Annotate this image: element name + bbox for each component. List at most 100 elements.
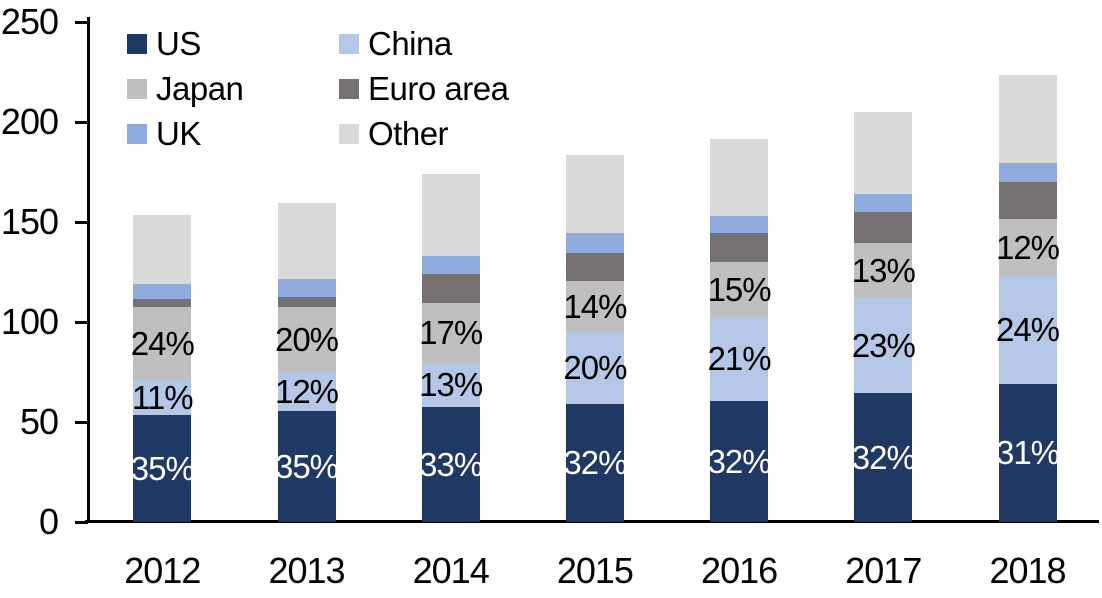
bar-segment-japan	[710, 262, 769, 317]
x-axis-year-label: 2015	[556, 550, 634, 591]
bar-segment-uk	[854, 194, 913, 212]
legend-label-uk: UK	[156, 115, 201, 152]
bar-segment-japan	[277, 307, 336, 372]
legend-label-euro-area: Euro area	[368, 70, 509, 107]
y-axis-tick-label: 0	[38, 501, 59, 542]
bar-segment-uk	[710, 216, 769, 233]
segment-label-us: 32%	[563, 444, 627, 481]
segment-label-us: 32%	[851, 438, 916, 476]
segment-label-japan: 14%	[563, 287, 627, 325]
legend-swatch-uk	[127, 123, 147, 144]
bar-segment-other	[277, 203, 336, 279]
x-axis-year-label: 2016	[701, 550, 778, 591]
legend-label-us: US	[156, 25, 201, 62]
bar-segment-other	[998, 75, 1057, 163]
bar-segment-us	[277, 411, 336, 522]
legend-item-us: US	[127, 27, 339, 60]
x-axis-year-label: 2012	[124, 550, 201, 591]
bar-segment-other	[133, 215, 192, 284]
legend-swatch-us	[127, 33, 147, 54]
y-axis-tick-label: 150	[0, 201, 59, 242]
bar-segment-us	[998, 384, 1057, 522]
y-axis-tick	[75, 320, 88, 324]
bar-segment-japan	[565, 281, 624, 332]
bar-segment-uk	[133, 284, 192, 299]
bar-segment-euro-area	[277, 297, 336, 307]
segment-label-china: 13%	[419, 366, 483, 403]
bar-segment-japan	[421, 303, 480, 363]
bar-segment-us	[133, 415, 192, 522]
x-axis-year-label: 2018	[989, 550, 1066, 591]
bar-segment-china	[710, 317, 769, 401]
bar-segment-euro-area	[854, 212, 913, 243]
bar-segment-uk	[998, 163, 1057, 182]
segment-label-us: 31%	[995, 434, 1060, 471]
bar-segment-other	[854, 112, 913, 194]
bar-segment-china	[565, 332, 624, 404]
y-axis-tick	[75, 420, 88, 424]
bar-segment-euro-area	[710, 233, 769, 262]
x-axis-year-label: 2017	[845, 550, 922, 591]
legend-swatch-china	[339, 33, 359, 54]
segment-label-japan: 13%	[851, 251, 916, 289]
bar-segment-china	[277, 372, 336, 411]
bar-segment-china	[133, 380, 192, 415]
legend-item-euro-area: Euro area	[339, 70, 509, 107]
bar-segment-china	[854, 298, 913, 393]
segment-label-us: 33%	[419, 445, 483, 483]
segment-label-china: 20%	[563, 349, 627, 386]
y-axis-line	[87, 17, 90, 523]
bar-segment-uk	[277, 279, 336, 297]
segment-label-china: 12%	[274, 372, 339, 410]
bar-segment-euro-area	[421, 274, 480, 303]
y-axis-tick	[75, 520, 88, 524]
segment-label-us: 35%	[274, 447, 339, 485]
bar-segment-euro-area	[565, 253, 624, 281]
x-axis-year-label: 2014	[412, 550, 490, 591]
legend-label-japan: Japan	[156, 70, 244, 107]
legend-label-china: China	[368, 25, 452, 62]
legend-swatch-euro-area	[339, 78, 359, 99]
legend-item-other: Other	[339, 117, 508, 150]
segment-label-japan: 17%	[419, 314, 483, 351]
segment-label-china: 21%	[707, 340, 772, 377]
legend-item-china: China	[339, 27, 508, 60]
segment-label-japan: 12%	[995, 228, 1060, 266]
bar-segment-us	[854, 393, 913, 522]
segment-label-china: 23%	[851, 326, 916, 364]
y-axis-tick-label: 250	[0, 1, 59, 42]
y-axis-tick-label: 50	[19, 401, 59, 442]
bar-segment-other	[421, 174, 480, 256]
segment-label-china: 24%	[995, 311, 1060, 348]
bar-segment-other	[565, 155, 624, 233]
segment-label-china: 11%	[131, 378, 194, 416]
legend-label-other: Other	[368, 115, 449, 152]
y-axis-tick-label: 100	[0, 301, 59, 342]
y-axis-tick	[75, 220, 88, 224]
legend: US China Japan Euro area UK Other	[127, 21, 509, 156]
bar-segment-japan	[854, 243, 913, 298]
x-axis-year-label: 2013	[268, 550, 345, 591]
segment-label-japan: 20%	[274, 320, 339, 358]
legend-item-japan: Japan	[127, 72, 339, 105]
segment-label-japan: 15%	[707, 270, 772, 308]
legend-swatch-other	[339, 123, 359, 144]
legend-swatch-japan	[127, 78, 147, 99]
bar-segment-japan	[133, 307, 192, 380]
segment-label-us: 35%	[130, 449, 195, 487]
bar-segment-uk	[565, 233, 624, 253]
bar-segment-china	[421, 363, 480, 407]
segment-label-us: 32%	[707, 442, 772, 480]
segment-label-japan: 24%	[130, 324, 195, 362]
bar-segment-euro-area	[133, 299, 192, 307]
bar-segment-euro-area	[998, 182, 1057, 219]
y-axis-tick	[75, 20, 88, 24]
bar-segment-china	[998, 276, 1057, 384]
bar-segment-other	[710, 139, 769, 216]
bar-segment-us	[710, 401, 769, 522]
bar-segment-uk	[421, 256, 480, 274]
y-axis-tick-label: 200	[0, 101, 59, 142]
bar-segment-us	[565, 404, 624, 522]
bar-segment-us	[421, 407, 480, 522]
